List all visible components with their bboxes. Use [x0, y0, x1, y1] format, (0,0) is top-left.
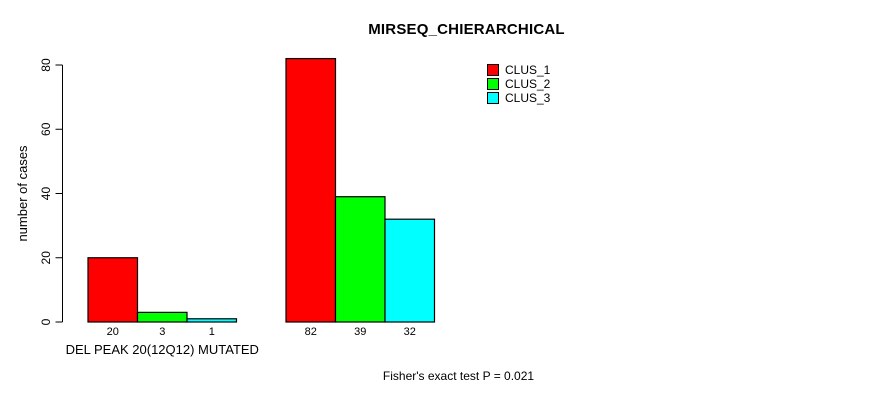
y-axis-title: number of cases	[15, 145, 30, 242]
bar-value-label: 1	[209, 326, 215, 338]
group-label: DEL PEAK 20(12Q12) MUTATED	[66, 342, 259, 357]
legend-item-clus_2: CLUS_2	[487, 77, 550, 91]
legend-label: CLUS_2	[505, 77, 551, 91]
y-tick-label: 20	[39, 251, 53, 265]
legend-label: CLUS_3	[505, 91, 551, 105]
bar-value-label: 82	[305, 326, 317, 338]
legend: CLUS_1 CLUS_2 CLUS_3	[487, 63, 550, 105]
legend-swatch-clus_1	[487, 64, 499, 76]
bar-clus_2-group1	[136, 311, 188, 323]
bar-clus_1-group1	[87, 257, 139, 323]
legend-item-clus_1: CLUS_1	[487, 63, 550, 77]
bar-value-label: 20	[107, 326, 119, 338]
bar-clus_3-group1	[186, 318, 238, 323]
y-tick-label: 0	[39, 318, 53, 325]
legend-swatch-clus_3	[487, 92, 499, 104]
y-tick-label: 80	[39, 58, 53, 72]
legend-item-clus_3: CLUS_3	[487, 91, 550, 105]
legend-swatch-clus_2	[487, 78, 499, 90]
y-tick-label: 40	[39, 187, 53, 201]
bar-value-label: 39	[354, 326, 366, 338]
bar-clus_1-group2	[285, 57, 337, 323]
bar-value-label: 32	[404, 326, 416, 338]
y-tick-label: 60	[39, 122, 53, 136]
bar-clus_3-group2	[384, 218, 436, 323]
fisher-test-annotation: Fisher's exact test P = 0.021	[382, 369, 535, 383]
bar-value-label: 3	[159, 326, 165, 338]
legend-label: CLUS_1	[505, 63, 551, 77]
chart-title: MIRSEQ_CHIERARCHICAL	[368, 21, 565, 38]
bar-clus_2-group2	[334, 196, 386, 323]
